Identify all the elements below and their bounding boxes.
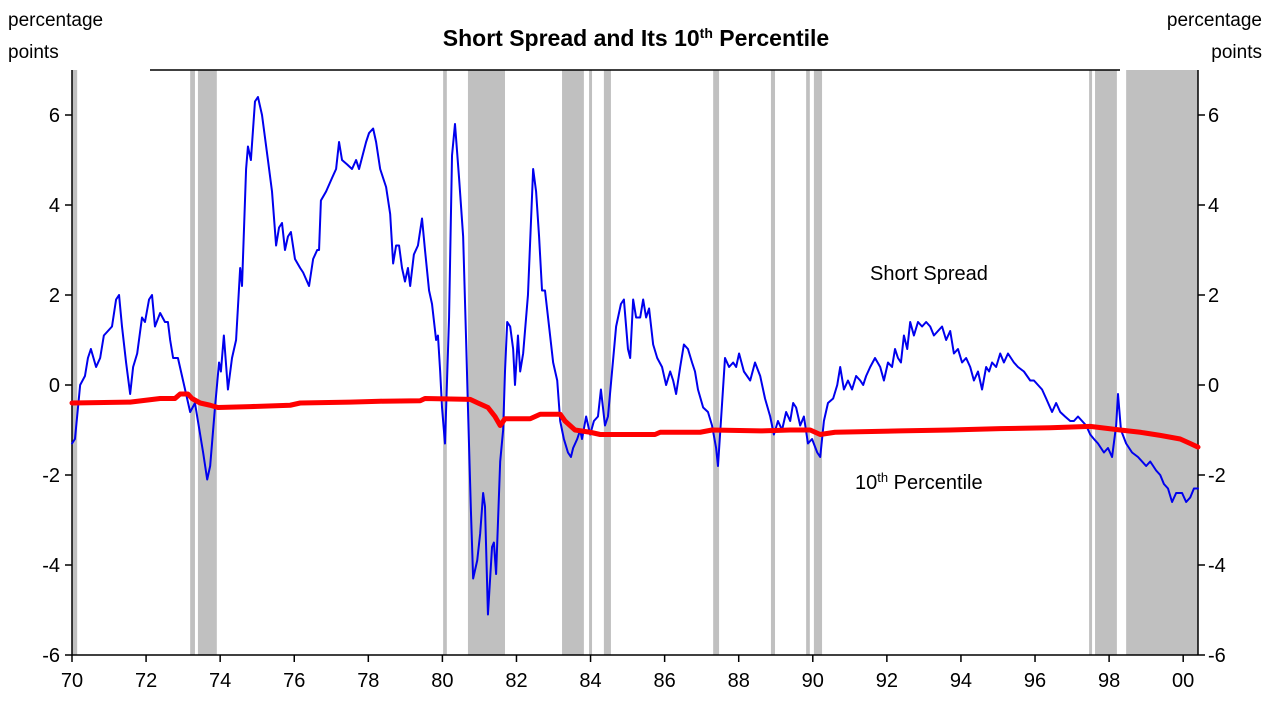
y-tick-label: 4	[49, 195, 60, 217]
x-tick-label: 92	[876, 670, 898, 692]
x-tick-label: 78	[357, 670, 379, 692]
shaded-region	[806, 70, 810, 655]
x-tick-label: 88	[728, 670, 750, 692]
x-tick-label: 82	[505, 670, 527, 692]
x-tick-label: 96	[1024, 670, 1046, 692]
y2-tick-label: 4	[1208, 195, 1219, 217]
shaded-region	[443, 70, 447, 655]
y2-tick-label: 2	[1208, 285, 1219, 307]
shaded-region	[1126, 70, 1198, 655]
y-tick-label: 2	[49, 285, 60, 307]
annotation: 10th Percentile	[855, 470, 983, 495]
shaded-region	[603, 70, 611, 655]
y2-tick-label: 0	[1208, 375, 1219, 397]
shaded-regions	[72, 70, 1198, 655]
x-tick-label: 84	[579, 670, 601, 692]
y-tick-label: -6	[42, 645, 60, 667]
x-tick-label: 90	[802, 670, 824, 692]
y-tick-label: -4	[42, 555, 60, 577]
shaded-region	[713, 70, 720, 655]
title-superscript: th	[700, 25, 713, 41]
chart-title: Short Spread and Its 10th Percentile	[443, 25, 829, 51]
shaded-region	[770, 70, 776, 655]
x-tick-label: 74	[209, 670, 231, 692]
shaded-region	[197, 70, 217, 655]
x-tick-label: 80	[431, 670, 453, 692]
x-tick-label: 00	[1172, 670, 1194, 692]
y-tick-label: 6	[49, 105, 60, 127]
shaded-region	[562, 70, 584, 655]
x-tick-label: 76	[283, 670, 305, 692]
y-tick-label: 0	[49, 375, 60, 397]
title-text: Percentile	[713, 25, 829, 51]
title-text: Short Spread and Its 10	[443, 25, 700, 51]
series-lines	[69, 96, 1201, 616]
annotation-superscript: th	[877, 470, 888, 485]
shaded-region	[813, 70, 823, 655]
shaded-region	[72, 70, 78, 655]
y2-tick-label: -4	[1208, 555, 1226, 577]
x-tick-label: 72	[135, 670, 157, 692]
shaded-region	[589, 70, 593, 655]
x-tick-label: 86	[654, 670, 676, 692]
y2-tick-label: 6	[1208, 105, 1219, 127]
shaded-region	[190, 70, 195, 655]
y2-axis-label: points	[1211, 42, 1262, 63]
annotation-text: Percentile	[888, 472, 983, 494]
y2-tick-label: -2	[1208, 465, 1226, 487]
series-line	[71, 96, 1199, 616]
shaded-region	[1095, 70, 1117, 655]
y2-axis-label: percentage	[1167, 10, 1262, 31]
y-axis-label: percentage	[8, 10, 103, 31]
x-tick-label: 94	[950, 670, 972, 692]
annotation: Short Spread	[870, 263, 988, 285]
x-tick-label: 98	[1098, 670, 1120, 692]
annotation-text: 10	[855, 472, 877, 494]
y-tick-label: -2	[42, 465, 60, 487]
y-axis-label: points	[8, 42, 59, 63]
axes: -6 -4 -2 0 2 4 6 -6 -4 -2 0 2 4 6 70 72 74 76 78 80 82 84 86 88…	[42, 69, 1226, 692]
x-tick-label: 70	[61, 670, 83, 692]
y2-tick-label: -6	[1208, 645, 1226, 667]
series-line	[69, 391, 1201, 450]
shaded-region	[1089, 70, 1093, 655]
annotation-text: Short Spread	[870, 263, 988, 285]
